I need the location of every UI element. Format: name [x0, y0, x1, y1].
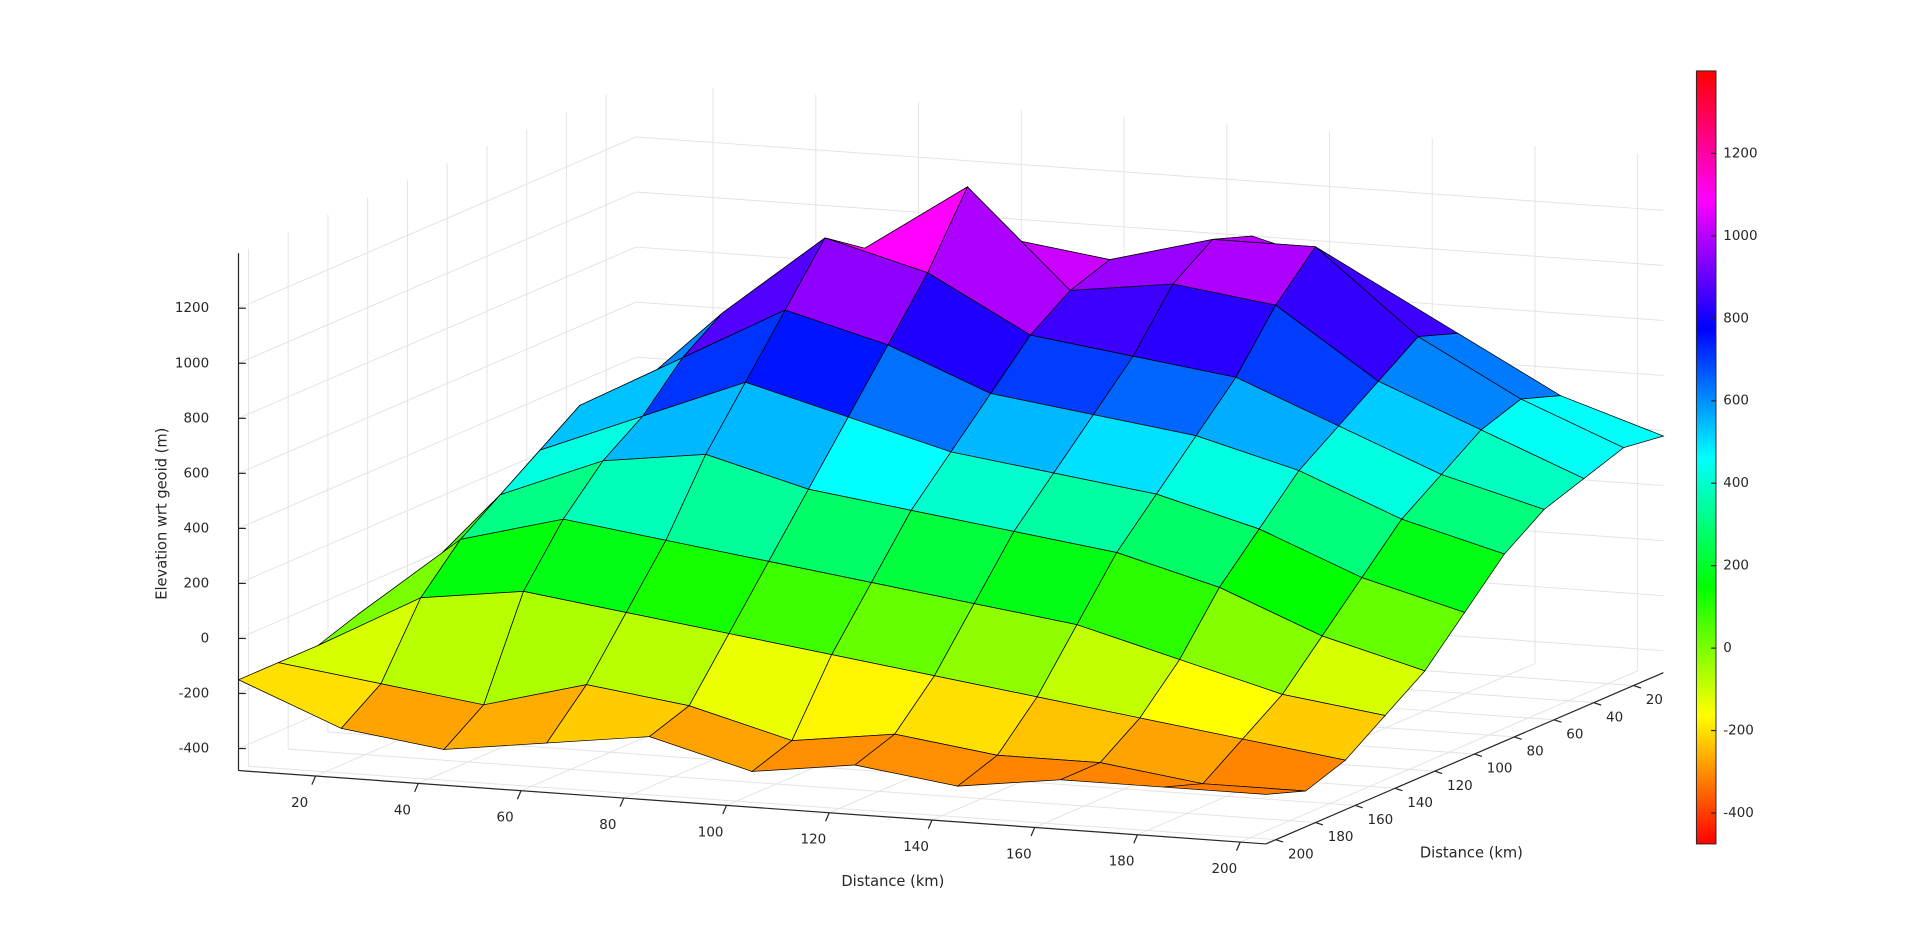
y-tick — [1474, 753, 1483, 758]
x-tick — [311, 775, 317, 785]
colorbar — [1695, 70, 1717, 845]
z-tick-label: 1200 — [175, 301, 209, 316]
grid-line — [238, 301, 637, 474]
x-tick — [1235, 841, 1241, 851]
grid-line — [1240, 670, 1638, 843]
z-tick-label: 1000 — [175, 356, 209, 371]
x-tick — [1030, 827, 1036, 837]
grid-line — [635, 191, 1664, 266]
x-tick-label: 60 — [497, 811, 514, 826]
y-tick-label: 20 — [1646, 693, 1663, 708]
y-tick — [1355, 804, 1363, 809]
z-tick-label: 0 — [201, 631, 210, 646]
grid-line — [238, 136, 637, 309]
z-tick-label: 400 — [183, 521, 209, 536]
y-tick-label: 160 — [1368, 813, 1394, 828]
x-tick — [414, 783, 419, 793]
colorbar-tick-label: 1000 — [1723, 229, 1757, 244]
y-tick-label: 80 — [1527, 745, 1544, 760]
x-tick-label: 160 — [1006, 847, 1032, 862]
y-tick-label: 60 — [1566, 727, 1583, 742]
z-tick-label: -400 — [179, 742, 209, 757]
z-tick-label: -200 — [179, 686, 209, 701]
y-tick — [1553, 719, 1562, 723]
y-tick — [1633, 684, 1642, 689]
z-tick-label: 200 — [183, 576, 209, 591]
colorbar-tick-label: 200 — [1723, 559, 1749, 574]
colorbar-tick-label: 400 — [1723, 476, 1749, 491]
z-tick-label: 800 — [183, 411, 209, 426]
grid-line — [635, 136, 1664, 211]
x-tick-label: 40 — [394, 803, 411, 818]
y-tick-label: 200 — [1288, 847, 1314, 862]
y-tick — [1275, 839, 1284, 843]
grid-line — [238, 356, 637, 529]
x-tick-label: 100 — [698, 825, 724, 840]
colorbar-tick-label: 0 — [1723, 641, 1732, 656]
x-tick — [1133, 834, 1139, 844]
z-axis-label: Elevation wrt geoid (m) — [154, 428, 171, 600]
colorbar-tick-label: -200 — [1723, 724, 1754, 739]
x-tick-label: 80 — [599, 818, 616, 833]
surface — [237, 185, 1665, 795]
x-tick — [619, 797, 625, 807]
grid-line — [238, 246, 637, 419]
y-tick-label: 120 — [1447, 779, 1473, 794]
x-tick — [825, 812, 830, 822]
y-axis-line — [1265, 672, 1664, 845]
x-axis-label: Distance (km) — [841, 873, 944, 890]
x-tick-label: 200 — [1211, 862, 1237, 877]
x-tick — [722, 805, 728, 815]
y-tick — [1514, 736, 1522, 740]
x-tick-label: 140 — [903, 840, 929, 855]
surface-patch — [1163, 783, 1306, 795]
y-tick — [1315, 821, 1324, 826]
y-tick — [1394, 787, 1403, 792]
x-tick — [927, 819, 933, 829]
x-tick — [516, 790, 522, 800]
grid-line — [248, 765, 1276, 841]
x-axis-line — [238, 769, 1266, 845]
x-tick-label: 180 — [1109, 855, 1135, 870]
colorbar-tick-label: 800 — [1723, 311, 1749, 326]
x-tick-label: 20 — [291, 796, 308, 811]
colorbar-tick-label: 1200 — [1723, 146, 1757, 161]
y-tick-label: 140 — [1407, 796, 1433, 811]
colorbar-tick-label: -400 — [1723, 806, 1754, 821]
grid-line — [238, 191, 637, 364]
x-tick-label: 120 — [801, 833, 827, 848]
y-tick-label: 180 — [1328, 830, 1354, 845]
y-tick-label: 40 — [1606, 710, 1623, 725]
y-axis-label: Distance (km) — [1420, 845, 1523, 862]
y-tick-label: 100 — [1487, 762, 1513, 777]
colorbar-tick-label: 600 — [1723, 394, 1749, 409]
y-tick — [1434, 770, 1443, 775]
y-tick — [1593, 702, 1602, 706]
z-tick-label: 600 — [183, 466, 209, 481]
grid-line — [288, 748, 1316, 824]
